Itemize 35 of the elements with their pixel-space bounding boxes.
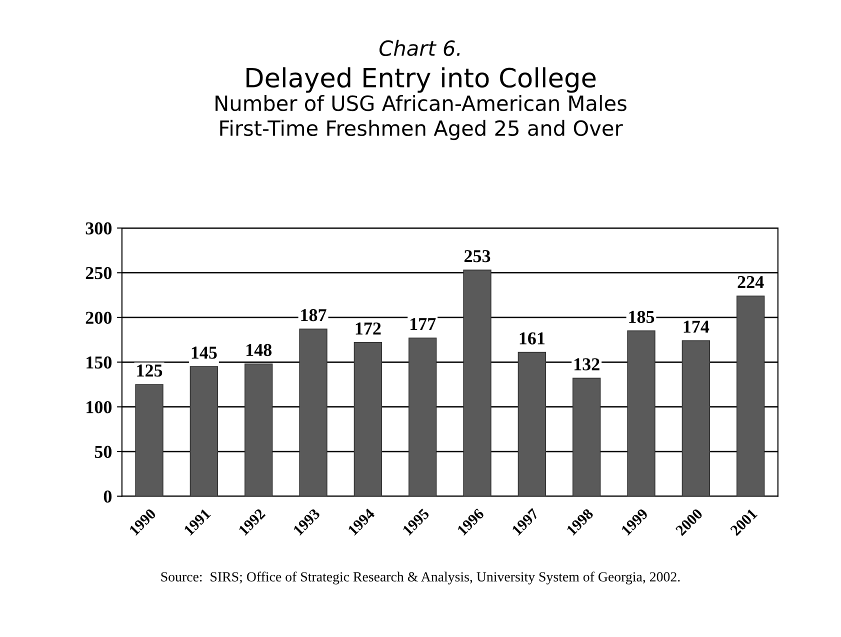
bar [299,328,328,496]
y-tick-label: 250 [86,267,112,280]
data-label: 224 [738,276,764,288]
bar [572,378,601,496]
data-label: 253 [464,250,490,262]
bar [682,340,710,496]
source-note: Source: SIRS; Office of Strategic Research & Analysis, University System of Georgia, 2002. [161,572,680,584]
y-tick-label: 100 [86,401,112,414]
bar [135,384,164,496]
data-label: 145 [192,346,217,359]
chart-subtitle: Number of USG African-American Males First-Time Freshmen Aged 25 and Over [216,95,626,140]
bar [190,366,218,496]
bar [354,342,382,496]
data-label: 185 [629,310,654,324]
y-tick-label: 300 [86,222,112,234]
y-tick-label: 200 [86,312,112,324]
data-label: 177 [410,318,436,330]
data-label: 125 [137,364,162,377]
y-tick-label: 150 [86,356,112,369]
bar [463,270,492,496]
data-label: 148 [246,344,272,356]
data-label: 174 [684,320,710,333]
bar [518,352,546,496]
y-tick-label: 0 [104,490,112,503]
caption: Chart 6. [380,40,460,56]
chart-title: Delayed Entry into College [246,67,596,93]
y-tick-label: 50 [94,446,112,458]
data-label: 187 [301,309,326,322]
bar [244,364,273,496]
data-label: 161 [520,332,545,344]
bar [408,338,437,496]
data-label: 172 [356,322,381,334]
bar [627,330,656,496]
bar [736,296,765,496]
data-label: 132 [574,358,600,370]
